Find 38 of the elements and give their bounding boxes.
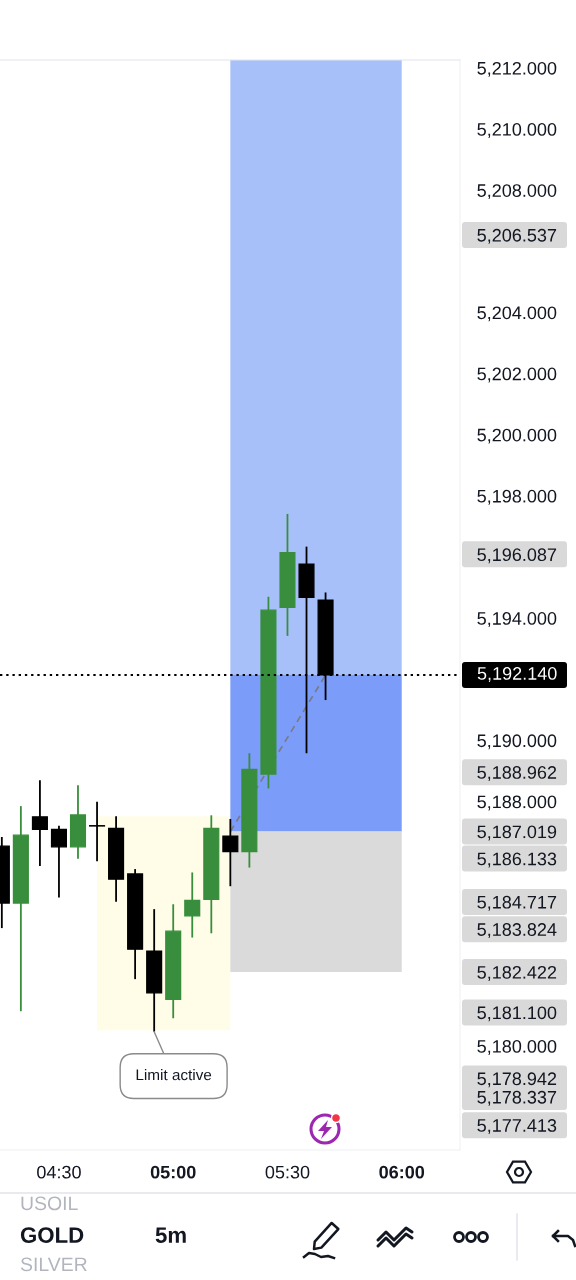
candlestick: [222, 818, 239, 888]
ref-line-label: 5,192.140: [477, 667, 557, 682]
y-tick-label: 5,196.087: [477, 548, 557, 564]
candlestick: [89, 800, 106, 863]
y-tick-label: 5,188.000: [477, 795, 557, 811]
y-tick-label: 5,180.000: [477, 1040, 557, 1055]
candlestick: [31, 779, 48, 867]
annotation: Limit active: [136, 1069, 212, 1081]
y-tick-label: 5,181.100: [477, 1006, 557, 1022]
x-tick-label: 05:00: [150, 1165, 196, 1179]
candlestick: [184, 871, 201, 939]
y-tick-label: 5,182.422: [477, 965, 557, 981]
x-tick-label: 05:30: [265, 1165, 310, 1179]
y-tick-label: 5,200.000: [477, 428, 557, 444]
y-tick-label: 5,210.000: [477, 123, 557, 138]
y-tick-label: 5,202.000: [477, 367, 557, 383]
y-tick-label: 5,187.019: [477, 825, 557, 841]
y-tick-label: 5,208.000: [477, 184, 557, 200]
text: GOLD: [20, 1227, 84, 1243]
y-tick-label: 5,198.000: [477, 489, 557, 505]
candlestick: [50, 824, 68, 899]
text: 5m: [155, 1227, 186, 1243]
y-tick-label: 5,212.000: [477, 61, 557, 77]
y-tick-label: 5,204.000: [477, 306, 557, 322]
y-tick-label: 5,184.717: [477, 895, 557, 911]
y-tick-label: 5,177.413: [477, 1119, 557, 1134]
x-tick-label: 04:30: [37, 1165, 81, 1179]
x-tick-label: 06:00: [379, 1165, 425, 1179]
y-tick-label: 5,188.962: [477, 766, 557, 781]
y-tick-label: 5,186.133: [477, 852, 557, 868]
y-tick-label: 5,178.337: [477, 1090, 557, 1106]
y-tick-label: 5,183.824: [477, 923, 557, 939]
text: USOIL: [21, 1196, 78, 1211]
y-tick-label: 5,190.000: [477, 734, 557, 750]
y-tick-label: 5,178.942: [477, 1072, 557, 1088]
text: SILVER: [20, 1257, 87, 1272]
y-tick-label: 5,206.537: [477, 228, 557, 244]
y-tick-label: 5,194.000: [477, 612, 557, 627]
